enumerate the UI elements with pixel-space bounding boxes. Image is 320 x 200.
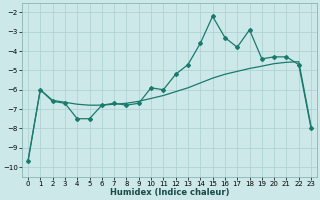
- X-axis label: Humidex (Indice chaleur): Humidex (Indice chaleur): [110, 188, 229, 197]
